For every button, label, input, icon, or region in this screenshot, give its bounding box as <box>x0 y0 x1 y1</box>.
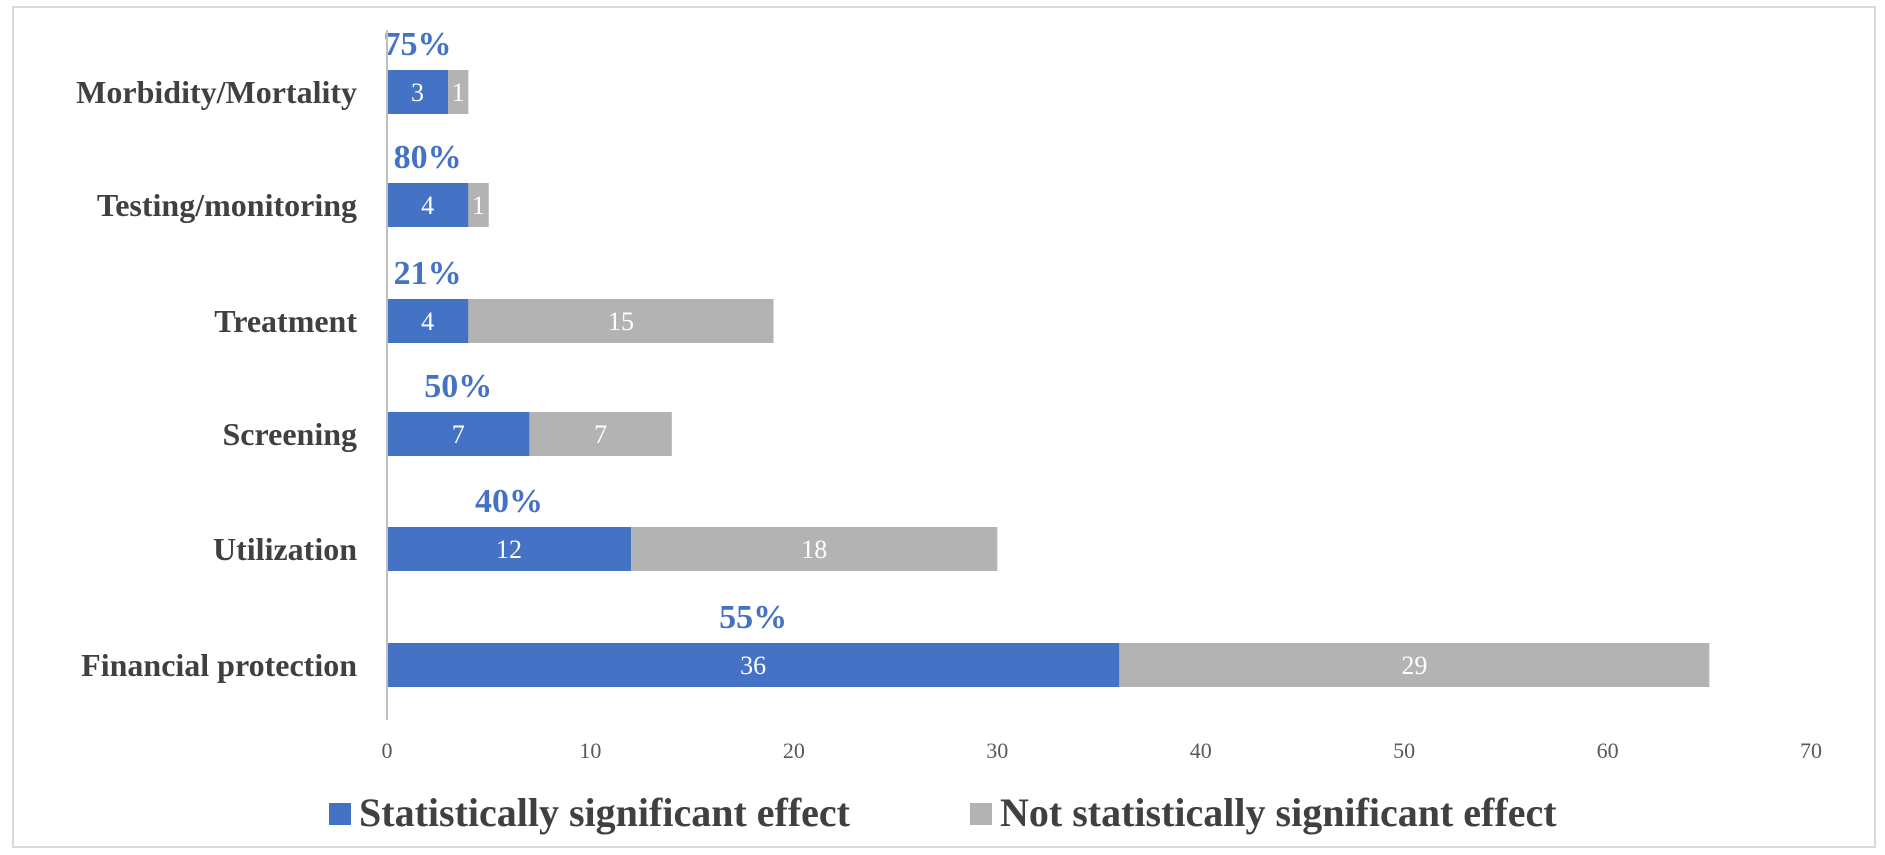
category-label: Treatment <box>214 303 357 339</box>
x-tick-label: 20 <box>783 738 805 763</box>
percent-label: 21% <box>394 255 462 292</box>
bar-value-label: 18 <box>801 535 827 564</box>
bar-value-label: 12 <box>496 535 522 564</box>
bar-value-label: 15 <box>608 307 634 336</box>
bar-significant <box>387 412 530 456</box>
bar-not-significant <box>1119 643 1710 687</box>
x-tick-label: 60 <box>1597 738 1619 763</box>
legend-label-not-significant: Not statistically significant effect <box>1000 790 1557 835</box>
stacked-bar-chart: Morbidity/Mortality 3 175%Testing/monitori… <box>76 26 1823 835</box>
bars-layer <box>387 70 1710 687</box>
percent-label: 40% <box>475 483 543 520</box>
percent-label: 80% <box>394 139 462 176</box>
bar-significant <box>387 527 632 571</box>
bar-not-significant <box>631 527 998 571</box>
bar-not-significant <box>468 299 774 343</box>
legend-swatch-significant <box>329 803 351 825</box>
bar-significant <box>387 70 449 114</box>
bar-not-significant <box>448 70 469 114</box>
bar-value-label: 3 <box>411 78 424 107</box>
category-label: Screening <box>222 416 357 452</box>
legend-label-significant: Statistically significant effect <box>359 790 851 835</box>
legend-swatch-not-significant <box>970 803 992 825</box>
bar-value-label: 36 <box>740 651 766 680</box>
percent-label: 50% <box>424 368 492 405</box>
bar-value-label: 29 <box>1401 651 1427 680</box>
x-tick-label: 50 <box>1393 738 1415 763</box>
bar-value-label: 4 <box>421 307 434 336</box>
legend: Statistically significant effect Not sta… <box>329 790 1557 835</box>
x-tick-label: 30 <box>986 738 1008 763</box>
category-label: Financial protection <box>81 647 357 683</box>
bar-value-label: 1 <box>472 191 485 220</box>
bar-significant <box>387 643 1120 687</box>
bar-value-label: 4 <box>421 191 434 220</box>
category-label: Morbidity/Mortality <box>76 74 357 110</box>
bar-significant <box>387 183 469 227</box>
bar-not-significant <box>529 412 672 456</box>
x-axis-ticks: 0 10 20 30 40 50 60 70 <box>382 738 1823 763</box>
x-tick-label: 10 <box>579 738 601 763</box>
bar-significant <box>387 299 469 343</box>
category-label: Testing/monitoring <box>97 187 357 223</box>
x-tick-label: 70 <box>1800 738 1822 763</box>
bar-value-label: 7 <box>452 420 465 449</box>
percent-label: 75% <box>384 26 452 63</box>
chart-container: Morbidity/Mortality 3 1 75% Testing/monitori… <box>12 6 1876 848</box>
category-label: Utilization <box>213 531 357 567</box>
x-tick-label: 40 <box>1190 738 1212 763</box>
bar-not-significant <box>468 183 489 227</box>
bar-value-label: 7 <box>594 420 607 449</box>
labels-layer: Morbidity/Mortality 3 175%Testing/monitori… <box>76 26 1427 683</box>
x-tick-label: 0 <box>382 738 393 763</box>
percent-label: 55% <box>719 599 787 636</box>
bar-value-label: 1 <box>452 78 465 107</box>
